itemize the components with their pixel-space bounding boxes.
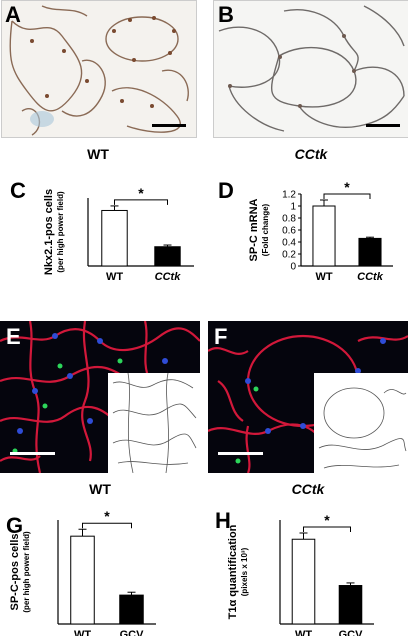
micrograph-b — [213, 0, 408, 138]
scale-bar — [366, 124, 400, 127]
panel-letter-c: C — [10, 178, 26, 203]
chart-h: T1α quantification (pixels x 10³) WT GCV * — [227, 512, 374, 636]
chart-g: SP-C-pos cells (per high power field) WT GC… — [9, 508, 156, 636]
category-label: GCV — [339, 629, 364, 636]
y-tick-label: 1.2 — [282, 190, 296, 201]
category-label: CCtk — [357, 271, 384, 283]
scale-bar — [218, 452, 263, 455]
significance-marker: * — [324, 512, 330, 528]
panel-letter-a: A — [5, 2, 21, 27]
y-tick-label: 0 — [290, 262, 296, 273]
caption-e: WT — [89, 481, 111, 497]
chart-c: Nkx2.1-pos cells (per high power field) WT… — [44, 185, 194, 283]
y-tick-label: 0.4 — [282, 238, 296, 249]
significance-bracket — [114, 199, 168, 205]
bar — [338, 585, 363, 625]
y-axis-label: SP-C mRNA — [248, 198, 260, 261]
panel-letter-e: E — [6, 324, 21, 349]
y-tick-label: 0.6 — [282, 226, 296, 237]
bar — [154, 246, 181, 267]
panel-letter-h: H — [215, 508, 231, 533]
y-axis-sublabel: (Fold change) — [261, 203, 270, 256]
y-tick-label: 1 — [290, 202, 296, 213]
y-axis-label: SP-C-pos cells — [9, 533, 21, 610]
significance-marker: * — [344, 179, 350, 195]
bar — [312, 205, 336, 267]
bar — [70, 535, 95, 625]
category-label: WT — [106, 271, 123, 283]
caption-f: CCtk — [291, 481, 325, 497]
scale-bar — [152, 124, 186, 127]
inset-image — [314, 373, 408, 473]
micrograph-e — [0, 321, 200, 473]
y-axis-sublabel: (per high power field) — [56, 191, 65, 273]
y-axis-sublabel: (pixels x 10³) — [240, 547, 249, 596]
micrograph-a — [1, 0, 197, 138]
bar — [291, 538, 316, 625]
y-tick-label: 0.2 — [282, 250, 296, 261]
category-label: GCV — [120, 629, 145, 636]
significance-bracket — [323, 193, 371, 199]
caption-a: WT — [87, 146, 109, 162]
y-axis-label: T1α quantification — [227, 524, 239, 619]
chart-d: SP-C mRNA (Fold change) 00.20.40.60.811.2 W… — [248, 179, 393, 283]
panel-letter-b: B — [218, 2, 234, 27]
bar — [358, 237, 382, 267]
inset-image — [108, 372, 200, 473]
panel-letter-g: G — [6, 513, 24, 538]
y-tick-label: 0.8 — [282, 214, 296, 225]
category-label: CCtk — [155, 271, 182, 283]
y-axis-label: Nkx2.1-pos cells — [44, 189, 55, 275]
significance-marker: * — [104, 508, 110, 524]
scale-bar — [10, 452, 55, 455]
bar — [101, 209, 128, 267]
category-label: WT — [295, 629, 312, 636]
category-label: WT — [315, 271, 332, 283]
significance-marker: * — [138, 185, 144, 201]
micrograph-f — [208, 321, 408, 473]
bar — [119, 594, 144, 625]
panel-letter-d: D — [218, 178, 234, 203]
significance-bracket — [303, 526, 351, 532]
y-axis-sublabel: (per high power field) — [22, 531, 31, 613]
caption-b: CCtk — [294, 146, 328, 162]
significance-bracket — [82, 522, 132, 529]
panel-letter-f: F — [214, 324, 228, 349]
category-label: WT — [74, 629, 91, 636]
